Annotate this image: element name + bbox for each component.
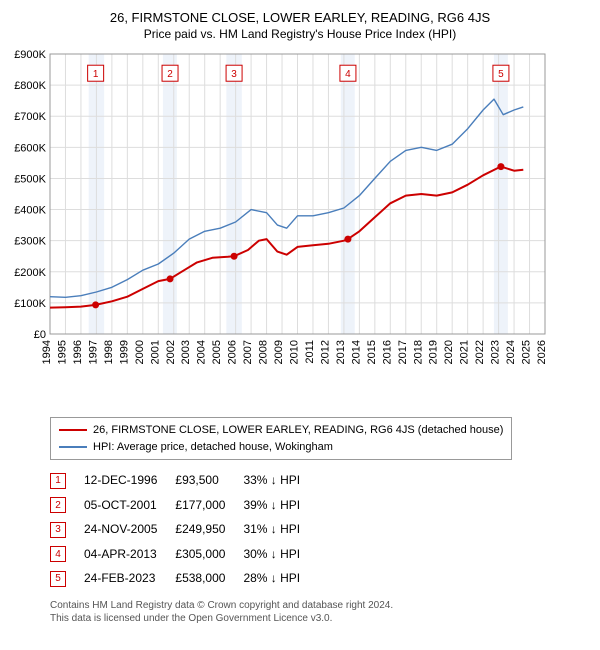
svg-text:2013: 2013 <box>335 340 347 364</box>
page-title: 26, FIRMSTONE CLOSE, LOWER EARLEY, READI… <box>10 10 590 25</box>
table-row: 1 12-DEC-1996£93,50033% ↓ HPI <box>50 468 318 493</box>
svg-text:£800K: £800K <box>14 80 46 92</box>
svg-text:2016: 2016 <box>381 340 393 364</box>
svg-text:£300K: £300K <box>14 236 46 248</box>
svg-text:2015: 2015 <box>366 340 378 364</box>
transaction-delta: 31% ↓ HPI <box>243 517 318 542</box>
svg-text:2000: 2000 <box>134 340 146 364</box>
transaction-date: 05-OCT-2001 <box>84 493 175 518</box>
svg-text:2003: 2003 <box>180 340 192 364</box>
transaction-delta: 33% ↓ HPI <box>243 468 318 493</box>
svg-text:2024: 2024 <box>505 340 517 364</box>
svg-text:2019: 2019 <box>428 340 440 364</box>
svg-text:1998: 1998 <box>103 340 115 364</box>
transaction-date: 04-APR-2013 <box>84 542 175 567</box>
svg-text:2026: 2026 <box>536 340 548 364</box>
svg-text:2004: 2004 <box>196 340 208 364</box>
transaction-date: 24-FEB-2023 <box>84 566 175 591</box>
svg-text:2021: 2021 <box>459 340 471 364</box>
legend: 26, FIRMSTONE CLOSE, LOWER EARLEY, READI… <box>50 417 512 460</box>
svg-text:£500K: £500K <box>14 173 46 185</box>
svg-text:1997: 1997 <box>87 340 99 364</box>
table-row: 5 24-FEB-2023£538,00028% ↓ HPI <box>50 566 318 591</box>
transaction-delta: 30% ↓ HPI <box>243 542 318 567</box>
footer-line-1: Contains HM Land Registry data © Crown c… <box>50 599 590 612</box>
svg-text:£900K: £900K <box>14 49 46 61</box>
svg-text:1994: 1994 <box>41 340 53 364</box>
svg-text:2011: 2011 <box>304 340 316 364</box>
marker-ref-icon: 5 <box>50 571 66 587</box>
marker-ref-icon: 1 <box>50 473 66 489</box>
footer-line-2: This data is licensed under the Open Gov… <box>50 612 590 625</box>
transaction-delta: 39% ↓ HPI <box>243 493 318 518</box>
marker-ref-icon: 3 <box>50 522 66 538</box>
legend-swatch-price <box>59 429 87 431</box>
transaction-price: £249,950 <box>175 517 243 542</box>
svg-text:2014: 2014 <box>350 340 362 364</box>
transaction-date: 24-NOV-2005 <box>84 517 175 542</box>
svg-text:2009: 2009 <box>273 340 285 364</box>
svg-text:1: 1 <box>93 69 99 80</box>
svg-text:2008: 2008 <box>258 340 270 364</box>
line-chart: £0 £100K £200K £300K £400K £500K £600K £700K £80… <box>10 49 590 409</box>
svg-text:2023: 2023 <box>490 340 502 364</box>
svg-text:£200K: £200K <box>14 267 46 279</box>
svg-text:2006: 2006 <box>227 340 239 364</box>
svg-text:2: 2 <box>167 69 173 80</box>
transaction-date: 12-DEC-1996 <box>84 468 175 493</box>
chart-area: £0 £100K £200K £300K £400K £500K £600K £700K £80… <box>10 49 590 409</box>
svg-text:5: 5 <box>498 69 504 80</box>
table-row: 2 05-OCT-2001£177,00039% ↓ HPI <box>50 493 318 518</box>
legend-label-price: 26, FIRMSTONE CLOSE, LOWER EARLEY, READI… <box>93 422 503 439</box>
svg-text:1995: 1995 <box>56 340 68 364</box>
legend-item-hpi: HPI: Average price, detached house, Woki… <box>59 439 503 456</box>
transaction-price: £93,500 <box>175 468 243 493</box>
marker-ref-icon: 4 <box>50 546 66 562</box>
table-row: 3 24-NOV-2005£249,95031% ↓ HPI <box>50 517 318 542</box>
svg-text:2022: 2022 <box>474 340 486 364</box>
svg-text:2010: 2010 <box>289 340 301 364</box>
svg-text:£0: £0 <box>34 329 46 341</box>
chart-container: 26, FIRMSTONE CLOSE, LOWER EARLEY, READI… <box>0 0 600 633</box>
svg-text:£400K: £400K <box>14 205 46 217</box>
transaction-price: £538,000 <box>175 566 243 591</box>
svg-text:2017: 2017 <box>397 340 409 364</box>
svg-text:1999: 1999 <box>118 340 130 364</box>
svg-text:1996: 1996 <box>72 340 84 364</box>
svg-text:2007: 2007 <box>242 340 254 364</box>
svg-text:2005: 2005 <box>211 340 223 364</box>
svg-text:2018: 2018 <box>412 340 424 364</box>
transaction-delta: 28% ↓ HPI <box>243 566 318 591</box>
svg-text:£700K: £700K <box>14 111 46 123</box>
transaction-price: £305,000 <box>175 542 243 567</box>
legend-label-hpi: HPI: Average price, detached house, Woki… <box>93 439 333 456</box>
svg-text:2012: 2012 <box>319 340 331 364</box>
svg-text:2001: 2001 <box>149 340 161 364</box>
transaction-table: 1 12-DEC-1996£93,50033% ↓ HPI 2 05-OCT-2001… <box>50 468 318 591</box>
legend-item-price: 26, FIRMSTONE CLOSE, LOWER EARLEY, READI… <box>59 422 503 439</box>
chart-subtitle: Price paid vs. HM Land Registry's House … <box>10 27 590 41</box>
svg-text:2025: 2025 <box>521 340 533 364</box>
transaction-price: £177,000 <box>175 493 243 518</box>
table-row: 4 04-APR-2013£305,00030% ↓ HPI <box>50 542 318 567</box>
attribution-footer: Contains HM Land Registry data © Crown c… <box>50 599 590 625</box>
svg-text:2002: 2002 <box>165 340 177 364</box>
marker-ref-icon: 2 <box>50 497 66 513</box>
svg-text:£100K: £100K <box>14 298 46 310</box>
svg-text:4: 4 <box>345 69 351 80</box>
svg-text:2020: 2020 <box>443 340 455 364</box>
svg-text:3: 3 <box>231 69 237 80</box>
legend-swatch-hpi <box>59 446 87 448</box>
svg-text:£600K: £600K <box>14 142 46 154</box>
